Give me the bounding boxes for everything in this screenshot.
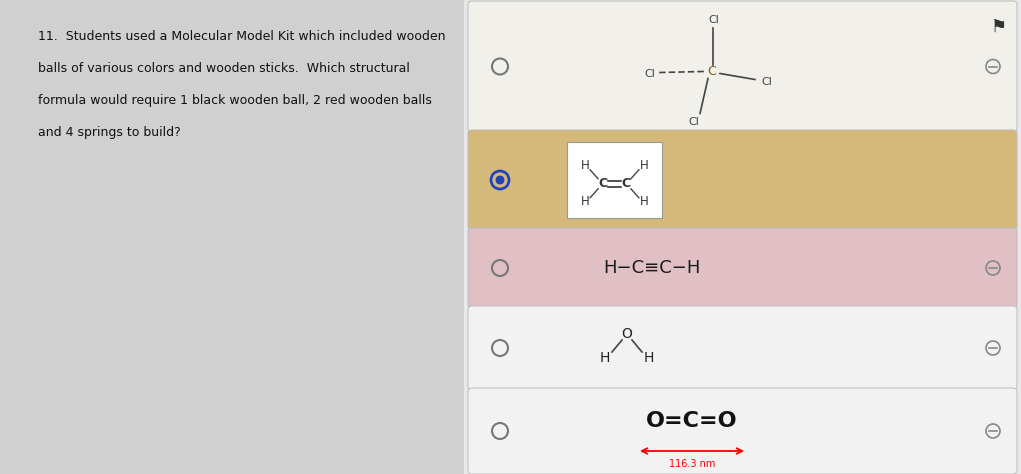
FancyBboxPatch shape (567, 142, 662, 218)
Circle shape (495, 175, 504, 184)
Text: C: C (598, 177, 607, 190)
FancyBboxPatch shape (0, 0, 464, 474)
Text: H: H (581, 159, 589, 173)
Text: C: C (708, 65, 717, 78)
FancyBboxPatch shape (464, 0, 1021, 474)
FancyBboxPatch shape (468, 306, 1017, 390)
Text: and 4 springs to build?: and 4 springs to build? (38, 126, 181, 139)
Text: H: H (639, 159, 648, 173)
Text: O: O (622, 327, 632, 341)
FancyBboxPatch shape (468, 1, 1017, 132)
Text: Cl: Cl (762, 76, 773, 86)
Text: ⚑: ⚑ (991, 18, 1007, 36)
Text: H: H (581, 195, 589, 208)
Text: H−C≡C−H: H−C≡C−H (603, 259, 700, 277)
Text: H: H (644, 351, 654, 365)
FancyBboxPatch shape (468, 130, 1017, 230)
Text: balls of various colors and wooden sticks.  Which structural: balls of various colors and wooden stick… (38, 62, 409, 75)
Text: 11.  Students used a Molecular Model Kit which included wooden: 11. Students used a Molecular Model Kit … (38, 30, 445, 43)
Text: H: H (639, 195, 648, 208)
Text: Cl: Cl (644, 69, 655, 79)
Text: Cl: Cl (709, 15, 720, 25)
Text: Cl: Cl (688, 117, 699, 127)
FancyBboxPatch shape (468, 388, 1017, 474)
Text: formula would require 1 black wooden ball, 2 red wooden balls: formula would require 1 black wooden bal… (38, 94, 432, 107)
Text: C: C (622, 177, 630, 190)
Text: H: H (599, 351, 611, 365)
Text: O=C=O: O=C=O (646, 411, 738, 431)
Text: 116.3 nm: 116.3 nm (669, 459, 715, 469)
FancyBboxPatch shape (468, 228, 1017, 308)
